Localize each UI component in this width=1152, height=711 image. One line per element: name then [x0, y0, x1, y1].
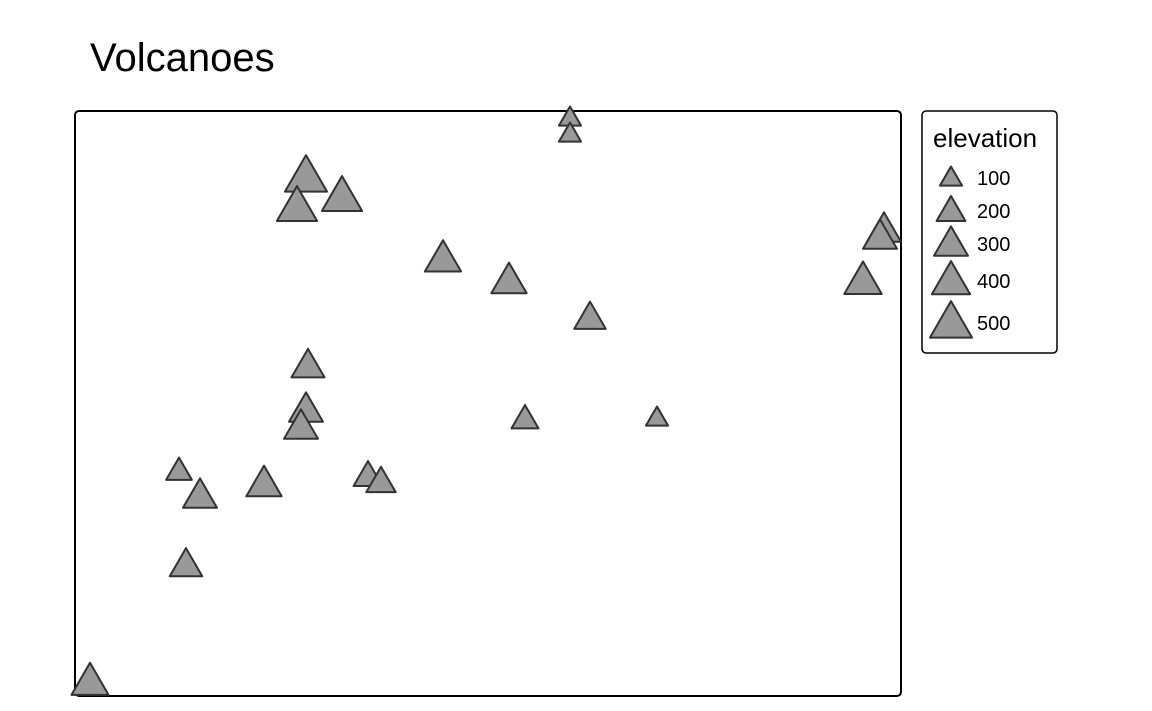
volcano-marker-23 [70, 661, 110, 696]
legend-marker-500 [928, 300, 974, 339]
volcano-marker-15 [510, 403, 540, 430]
legend-label-300: 300 [977, 234, 1010, 256]
volcano-marker-19 [365, 465, 397, 494]
legend-marker-400 [930, 260, 972, 296]
chart-title: Volcanoes [90, 36, 275, 80]
volcano-marker-20 [245, 464, 283, 498]
volcano-marker-10 [843, 260, 883, 295]
volcano-marker-21 [182, 477, 218, 509]
legend-label-100: 100 [977, 168, 1010, 190]
legend-marker-200 [935, 195, 967, 222]
legend: elevation 100 200 300 400 500 [921, 110, 1058, 354]
volcano-marker-17 [165, 456, 193, 481]
volcano-marker-4 [320, 175, 364, 212]
legend-label-200: 200 [977, 201, 1010, 223]
volcano-marker-2 [557, 121, 583, 143]
legend-items: 100 200 300 400 500 [928, 165, 1010, 339]
map-frame [74, 110, 902, 697]
volcano-marker-5 [275, 185, 319, 222]
volcano-marker-3 [283, 154, 329, 193]
volcano-marker-11 [573, 300, 607, 330]
volcano-marker-16 [644, 405, 670, 427]
volcano-marker-9 [490, 261, 528, 295]
legend-title: elevation [933, 123, 1037, 153]
legend-marker-300 [933, 225, 969, 257]
legend-label-400: 400 [977, 271, 1010, 293]
volcano-marker-22 [168, 547, 204, 578]
volcano-marker-12 [290, 347, 326, 379]
volcano-marker-8 [423, 239, 463, 273]
points-layer [70, 105, 902, 696]
volcano-marker-14 [283, 408, 319, 440]
legend-marker-100 [938, 165, 964, 187]
legend-label-500: 500 [977, 313, 1010, 335]
volcano-marker-7 [862, 218, 898, 250]
